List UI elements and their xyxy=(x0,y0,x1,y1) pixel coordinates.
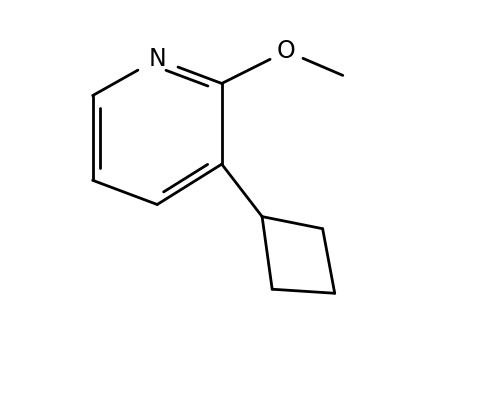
Text: O: O xyxy=(277,39,295,63)
Text: N: N xyxy=(148,47,166,71)
